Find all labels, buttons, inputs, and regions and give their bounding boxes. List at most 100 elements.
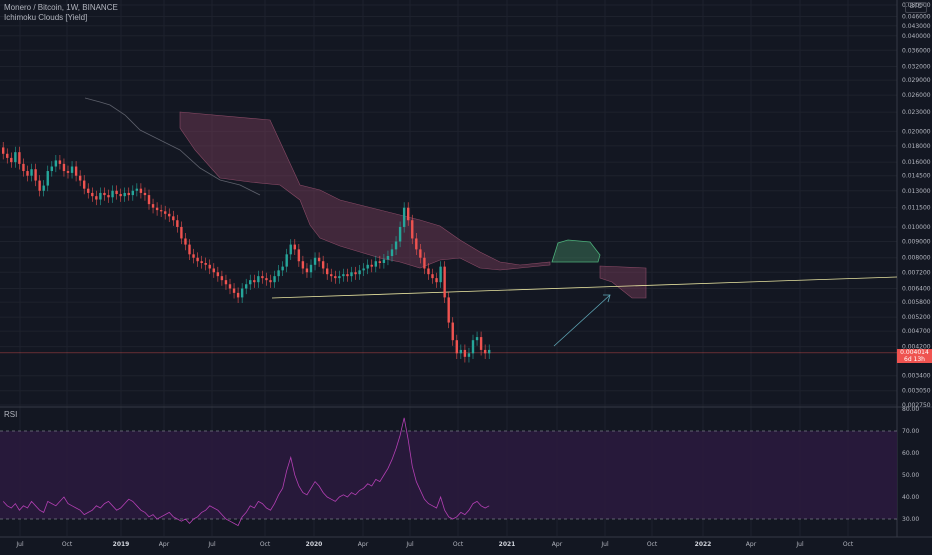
price-axis-label: 0.018000 <box>902 143 931 150</box>
candle-body <box>297 249 301 262</box>
candle-body <box>184 238 187 245</box>
candle-body <box>289 244 292 255</box>
candle-body <box>107 195 110 198</box>
candle-body <box>95 196 98 200</box>
candle-body <box>50 166 53 172</box>
candle-body <box>273 276 276 283</box>
candle-body <box>398 226 402 242</box>
candle-body <box>208 264 211 269</box>
price-axis-label: 0.005800 <box>902 299 931 306</box>
candle-body <box>423 257 426 269</box>
price-axis-label: 0.008000 <box>902 255 931 262</box>
candle-body <box>6 153 9 158</box>
indicator-label[interactable]: Ichimoku Clouds [Yield] <box>4 13 88 22</box>
candle-body <box>135 188 139 191</box>
candle-body <box>119 193 122 197</box>
candle-body <box>427 268 430 275</box>
candle-body <box>127 192 130 196</box>
candle-body <box>91 192 94 197</box>
candle-body <box>293 244 296 250</box>
candle-body <box>382 259 386 264</box>
time-axis-label: Jul <box>207 541 216 548</box>
candle-body <box>240 288 244 298</box>
time-axis-label: 2022 <box>695 541 712 548</box>
candle-body <box>54 160 58 167</box>
price-axis-label: 0.050000 <box>902 2 931 9</box>
candle-body <box>390 249 394 257</box>
rsi-axis-label: 70.00 <box>902 428 919 435</box>
candle-body <box>143 192 147 196</box>
candle-body <box>87 188 90 193</box>
time-axis-label: 2020 <box>306 541 323 548</box>
symbol-title[interactable]: Monero / Bitcoin, 1W, BINANCE <box>4 3 118 12</box>
candle-body <box>326 268 329 275</box>
rsi-axis-label: 30.00 <box>902 516 919 523</box>
rsi-label[interactable]: RSI <box>4 410 18 419</box>
candle-body <box>277 270 280 277</box>
candle-body <box>475 337 479 341</box>
time-axis-label: Apr <box>159 541 170 548</box>
currency-badge[interactable]: BTC <box>905 2 927 13</box>
candle-body <box>435 278 438 283</box>
candle-body <box>483 349 487 354</box>
candle-body <box>228 284 232 289</box>
candle-body <box>330 274 333 277</box>
ichimoku-cloud <box>179 111 551 271</box>
candle-body <box>447 297 450 323</box>
candle-body <box>26 171 29 176</box>
candle-body <box>176 220 179 227</box>
candle-body <box>14 152 17 163</box>
rsi-band <box>0 431 897 519</box>
candle-body <box>378 261 382 264</box>
candle-body <box>338 276 341 279</box>
candle-body <box>139 188 143 193</box>
ichimoku-cloud-future <box>599 265 647 299</box>
candle-body <box>455 340 458 354</box>
candle-body <box>66 171 70 173</box>
candle-body <box>192 254 195 258</box>
price-axis-label: 0.010000 <box>902 224 931 231</box>
rsi-line <box>2 417 490 527</box>
candle-body <box>10 157 13 163</box>
candle-body <box>463 349 467 357</box>
last-price-countdown: 6d 13h <box>904 356 925 363</box>
candle-body <box>386 256 390 260</box>
candle-body <box>374 261 377 267</box>
time-axis-label: Jul <box>405 541 414 548</box>
candle-body <box>164 211 167 214</box>
price-axis-label: 0.016000 <box>902 159 931 166</box>
candle-body <box>431 274 434 279</box>
price-axis-label: 0.036000 <box>902 47 931 54</box>
candle-body <box>212 268 215 273</box>
candle-body <box>34 169 37 181</box>
time-axis-label: Oct <box>453 541 464 548</box>
candle-body <box>366 264 369 269</box>
candle-body <box>42 185 45 191</box>
candle-body <box>22 163 25 172</box>
time-axis-label: 2019 <box>113 541 130 548</box>
ichimoku-lagging-line <box>84 97 261 196</box>
candle-body <box>370 264 373 267</box>
price-axis-label: 0.043000 <box>902 23 931 30</box>
time-axis-label: Oct <box>647 541 658 548</box>
candle-body <box>172 216 175 221</box>
price-axis-label: 0.003050 <box>902 388 931 395</box>
price-axis-label: 0.007200 <box>902 269 931 276</box>
candle-body <box>2 147 5 154</box>
projection-arrowhead <box>603 294 611 303</box>
candle-body <box>111 190 114 198</box>
candle-body <box>216 272 220 277</box>
candle-body <box>309 264 313 273</box>
candle-body <box>38 180 41 191</box>
price-axis-label: 0.014500 <box>902 173 931 180</box>
trendline <box>271 276 898 299</box>
candle-body <box>103 192 106 196</box>
candle-body <box>451 322 454 341</box>
price-axis-label: 0.003400 <box>902 373 931 380</box>
candle-body <box>236 292 240 298</box>
ichimoku-cloud-green <box>551 239 601 263</box>
candle-body <box>358 270 361 275</box>
candle-body <box>479 337 483 350</box>
